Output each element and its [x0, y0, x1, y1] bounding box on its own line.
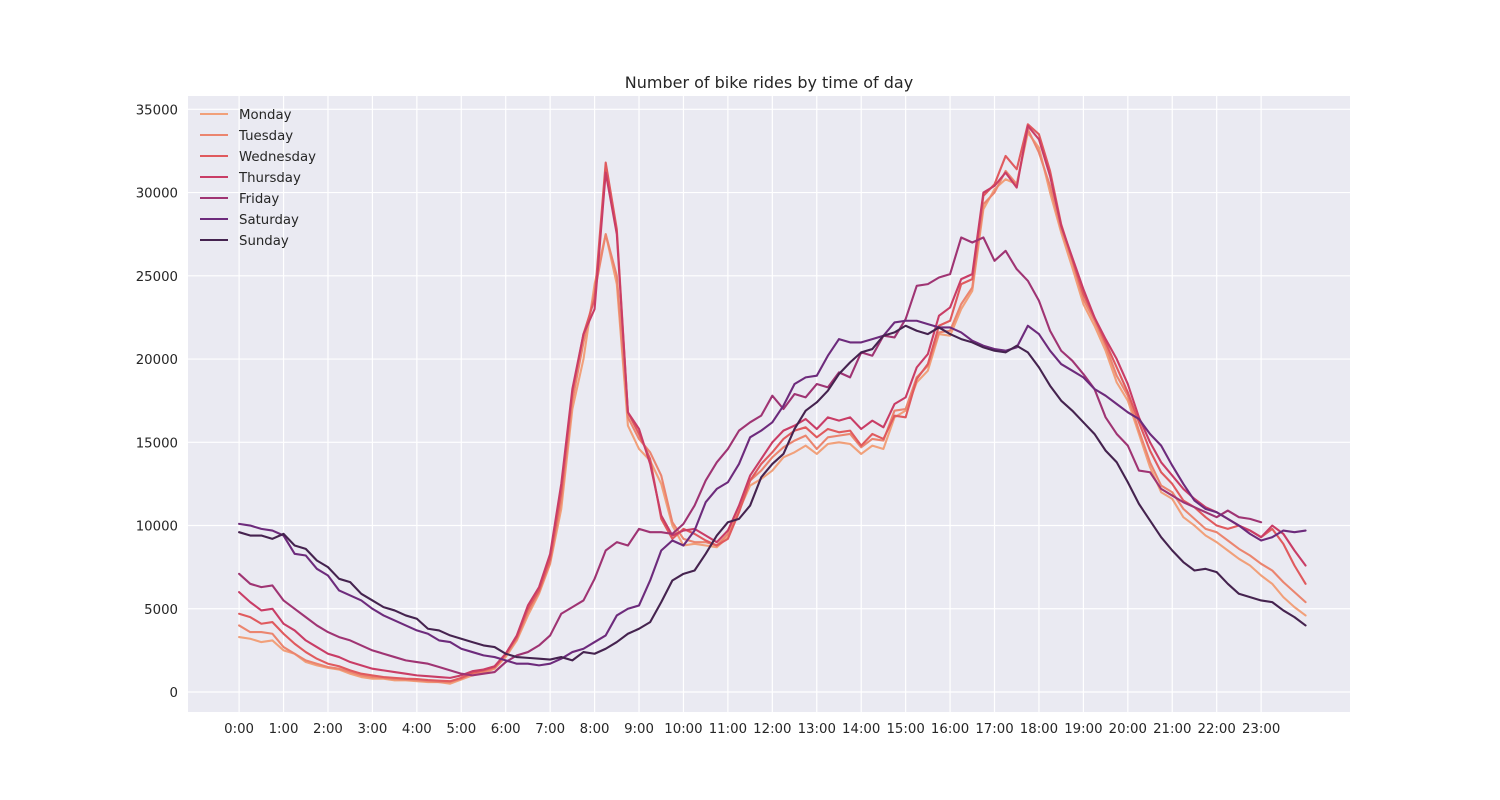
series-line-tuesday — [238, 128, 1307, 684]
y-tick-label: 35000 — [136, 103, 178, 118]
x-tick-label: 14:00 — [842, 722, 880, 737]
x-tick-label: 21:00 — [1153, 722, 1191, 737]
x-tick-label: 13:00 — [798, 722, 836, 737]
legend-label: Monday — [239, 108, 292, 123]
series-line-thursday — [238, 124, 1307, 679]
y-tick-label: 10000 — [136, 520, 178, 535]
y-tick-label: 30000 — [136, 187, 178, 202]
y-tick-label: 5000 — [144, 603, 178, 618]
y-tick-label: 15000 — [136, 436, 178, 451]
y-tick-label: 0 — [170, 686, 178, 701]
legend-label: Wednesday — [239, 150, 316, 165]
x-tick-label: 3:00 — [357, 722, 387, 737]
series-line-sunday — [238, 324, 1307, 662]
x-tick-label: 20:00 — [1109, 722, 1147, 737]
x-tick-label: 9:00 — [624, 722, 654, 737]
x-tick-label: 17:00 — [975, 722, 1013, 737]
x-tick-label: 2:00 — [313, 722, 343, 737]
chart-title: Number of bike rides by time of day — [625, 73, 913, 92]
legend: Monday Tuesday Wednesday Thursday Friday Satu… — [200, 108, 316, 249]
series-lines — [238, 123, 1307, 685]
x-tick-label: 8:00 — [580, 722, 610, 737]
x-tick-label: 18:00 — [1020, 722, 1058, 737]
x-tick-label: 6:00 — [491, 722, 521, 737]
series-line-wednesday — [238, 123, 1307, 683]
x-tick-label: 5:00 — [446, 722, 476, 737]
legend-label: Friday — [239, 192, 279, 207]
x-tick-label: 11:00 — [709, 722, 747, 737]
x-tick-label: 4:00 — [402, 722, 432, 737]
x-tick-label: 0:00 — [224, 722, 254, 737]
legend-label: Saturday — [239, 213, 299, 228]
y-tick-label: 25000 — [136, 270, 178, 285]
plot-area — [188, 96, 1350, 712]
x-tick-label: 22:00 — [1198, 722, 1236, 737]
x-tick-label: 19:00 — [1064, 722, 1102, 737]
x-tick-label: 23:00 — [1242, 722, 1280, 737]
x-tick-label: 7:00 — [535, 722, 565, 737]
x-tick-label: 15:00 — [886, 722, 924, 737]
series-line-saturday — [238, 319, 1307, 667]
x-tick-label: 10:00 — [664, 722, 702, 737]
y-tick-label: 20000 — [136, 353, 178, 368]
legend-label: Tuesday — [238, 129, 293, 144]
y-axis: 0 5000 10000 15000 20000 25000 30000 35000 — [136, 103, 178, 701]
x-tick-label: 12:00 — [753, 722, 791, 737]
x-tick-label: 16:00 — [931, 722, 969, 737]
x-tick-label: 1:00 — [269, 722, 299, 737]
legend-label: Thursday — [238, 171, 301, 186]
x-axis: 0:00 1:00 2:00 3:00 4:00 5:00 6:00 7:00 8:00 9:00… — [224, 722, 1280, 737]
legend-label: Sunday — [239, 234, 289, 249]
grid — [188, 96, 1350, 712]
